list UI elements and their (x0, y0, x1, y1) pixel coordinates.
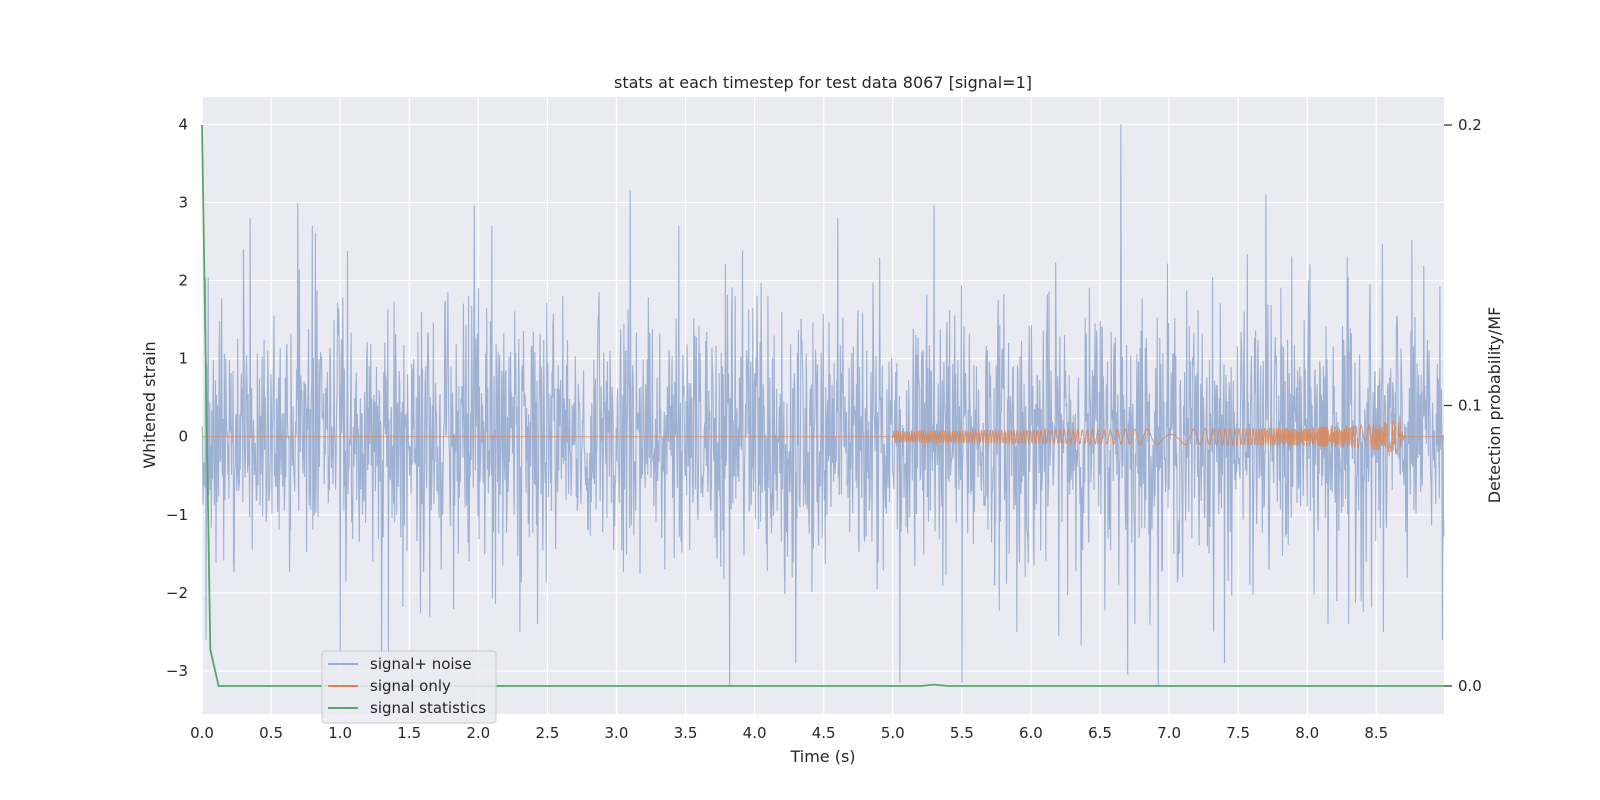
x-tick-label: 5.0 (881, 724, 905, 742)
series-signal-only (202, 415, 1444, 456)
legend-label-noise: signal+ noise (370, 655, 472, 673)
y-tick-label: 3 (178, 193, 188, 211)
series-signal-noise (201, 124, 1445, 687)
x-axis-label: Time (s) (789, 747, 855, 766)
x-tick-label: 0.0 (190, 724, 214, 742)
y-tick-label: 2 (178, 272, 188, 290)
y-tick-label: 1 (178, 350, 188, 368)
grid-y2 (1444, 124, 1452, 687)
y-axis-label: Whitened strain (140, 341, 159, 468)
y-tick-label: −2 (166, 584, 188, 602)
y2-axis-label: Detection probability/MF (1485, 307, 1504, 504)
legend-box (321, 650, 497, 724)
x-tick-label: 2.0 (466, 724, 490, 742)
x-tick-labels: 0.0 0.5 1.0 1.5 2.0 2.5 3.0 3.5 4.0 4.5 5.0 5.5 6.0 6… (190, 724, 1388, 742)
x-tick-label: 5.5 (950, 724, 974, 742)
y2-tick-label: 0.0 (1458, 677, 1482, 695)
x-tick-label: 6.5 (1088, 724, 1112, 742)
y-tick-label: 0 (178, 428, 188, 446)
legend-label-signal: signal only (370, 677, 451, 695)
signal-line (202, 415, 1444, 456)
y-tick-label: −3 (166, 662, 188, 680)
x-tick-label: 2.5 (535, 724, 559, 742)
x-tick-label: 1.5 (397, 724, 421, 742)
x-tick-label: 8.0 (1295, 724, 1319, 742)
x-tick-label: 1.0 (328, 724, 352, 742)
y2-tick-label: 0.2 (1458, 116, 1482, 134)
y-tick-label: −1 (166, 506, 188, 524)
y-tick-label: 4 (178, 115, 188, 133)
x-tick-label: 6.0 (1019, 724, 1043, 742)
x-tick-label: 3.5 (674, 724, 698, 742)
x-tick-label: 4.0 (743, 724, 767, 742)
noise-line (201, 124, 1445, 687)
x-tick-label: 0.5 (259, 724, 283, 742)
x-tick-label: 8.5 (1364, 724, 1388, 742)
stats-line (201, 124, 1444, 687)
x-tick-label: 4.5 (812, 724, 836, 742)
x-tick-label: 7.5 (1226, 724, 1250, 742)
chart-title: stats at each timestep for test data 806… (614, 73, 1032, 92)
y2-tick-labels: 0.2 0.1 0.0 (1458, 116, 1482, 695)
legend-label-stats: signal statistics (370, 699, 486, 717)
x-tick-label: 3.0 (605, 724, 629, 742)
y-tick-labels: 4 3 2 1 0 −1 −2 −3 (166, 115, 188, 680)
series-signal-statistics (201, 124, 1444, 687)
x-tick-label: 7.0 (1157, 724, 1181, 742)
y2-tick-label: 0.1 (1458, 397, 1482, 415)
legend: signal+ noise signal only signal statist… (321, 650, 497, 724)
